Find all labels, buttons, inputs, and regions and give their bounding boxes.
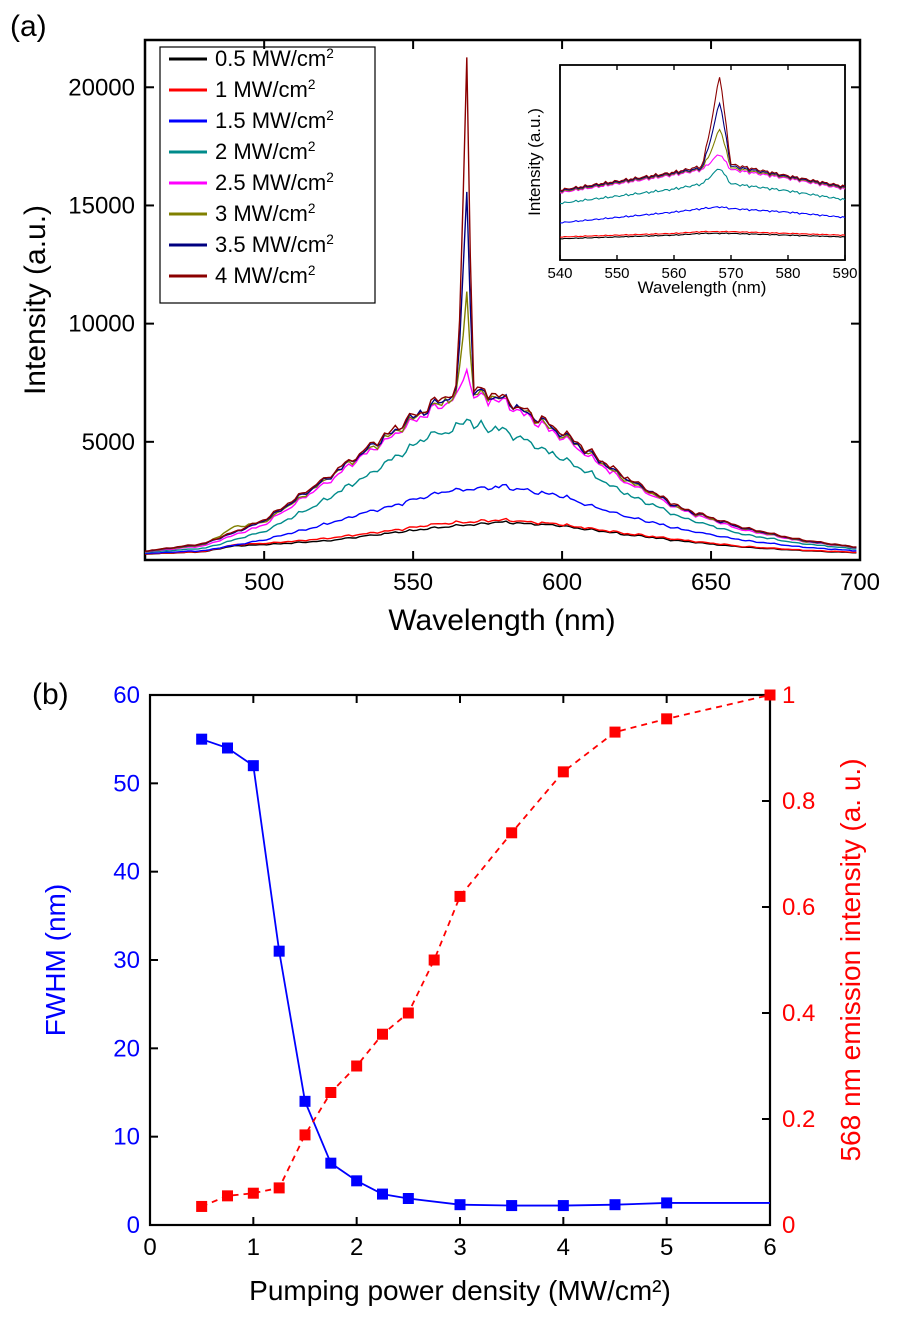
panel-a-xlabel: Wavelength (nm)	[388, 604, 615, 637]
svg-text:30: 30	[113, 947, 140, 974]
svg-text:3: 3	[453, 1234, 466, 1261]
svg-text:0: 0	[127, 1212, 140, 1239]
panel-a-inset-xlabel: Wavelength (nm)	[638, 278, 767, 297]
panel-b-ylabel-right: 568 nm emission intensity (a. u.)	[835, 758, 866, 1161]
svg-text:50: 50	[113, 770, 140, 797]
svg-text:40: 40	[113, 859, 140, 886]
svg-text:540: 540	[547, 265, 572, 282]
svg-text:1: 1	[782, 682, 795, 709]
panel-b-chart: (b) 0 1 2 3 4 5 6 0 10 20 30 40 50 60 0 0.2 0.4 0.6 0.8 1…	[0, 660, 902, 1320]
panel-b-xlabel: Pumping power density (MW/cm²)	[249, 1275, 671, 1306]
svg-text:20000: 20000	[68, 74, 135, 101]
svg-text:2 MW/cm2: 2 MW/cm2	[215, 139, 315, 164]
svg-text:5: 5	[660, 1234, 673, 1261]
svg-text:4: 4	[557, 1234, 570, 1261]
svg-text:650: 650	[691, 569, 731, 596]
panel-a-inset-ylabel: Intensity (a.u.)	[525, 108, 544, 216]
svg-text:20: 20	[113, 1035, 140, 1062]
svg-text:0.8: 0.8	[782, 788, 815, 815]
svg-text:600: 600	[542, 569, 582, 596]
svg-text:1.5 MW/cm2: 1.5 MW/cm2	[215, 108, 334, 133]
panel-a-chart: (a) 500550600650700 5000100001500020000 …	[0, 0, 902, 660]
svg-text:0: 0	[143, 1234, 156, 1261]
svg-text:2.5 MW/cm2: 2.5 MW/cm2	[215, 170, 334, 195]
svg-text:6: 6	[763, 1234, 776, 1261]
svg-text:0.6: 0.6	[782, 894, 815, 921]
svg-text:3.5 MW/cm2: 3.5 MW/cm2	[215, 232, 334, 257]
svg-text:15000: 15000	[68, 192, 135, 219]
svg-text:0.2: 0.2	[782, 1106, 815, 1133]
svg-text:3 MW/cm2: 3 MW/cm2	[215, 201, 315, 226]
panel-a-ylabel: Intensity (a.u.)	[19, 205, 52, 395]
svg-text:2: 2	[350, 1234, 363, 1261]
svg-text:590: 590	[832, 265, 857, 282]
svg-text:10000: 10000	[68, 311, 135, 338]
panel-b-ylabel-left: FWHM (nm)	[40, 884, 71, 1036]
svg-text:4 MW/cm2: 4 MW/cm2	[215, 263, 315, 288]
svg-text:1 MW/cm2: 1 MW/cm2	[215, 77, 315, 102]
svg-text:0.4: 0.4	[782, 1000, 815, 1027]
svg-text:1: 1	[247, 1234, 260, 1261]
svg-text:0.5 MW/cm2: 0.5 MW/cm2	[215, 46, 334, 71]
svg-text:5000: 5000	[82, 429, 135, 456]
svg-text:550: 550	[393, 569, 433, 596]
svg-text:500: 500	[244, 569, 284, 596]
svg-text:60: 60	[113, 682, 140, 709]
svg-text:10: 10	[113, 1124, 140, 1151]
svg-text:580: 580	[775, 265, 800, 282]
svg-text:550: 550	[604, 265, 629, 282]
svg-text:700: 700	[840, 569, 880, 596]
panel-b-label: (b)	[32, 678, 69, 711]
svg-text:0: 0	[782, 1212, 795, 1239]
panel-a-label: (a)	[10, 10, 47, 43]
